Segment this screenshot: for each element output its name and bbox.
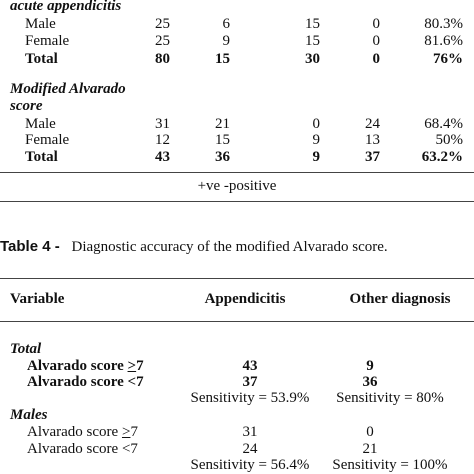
header-rule: [0, 321, 474, 322]
row-label: Alvarado score >7: [27, 358, 144, 374]
row-label: Alvarado score <7: [27, 374, 144, 390]
cell: 15: [215, 132, 230, 148]
cell: 0: [372, 33, 381, 49]
cell: 0: [372, 51, 381, 67]
row-label: Female: [25, 132, 70, 148]
cell: 37: [242, 374, 258, 390]
row-label-total: Total: [25, 149, 58, 165]
cell: 13: [365, 132, 380, 148]
table-top-rule: [0, 278, 474, 279]
cell: 9: [312, 149, 321, 165]
section-heading-modified-alvarado: Modified Alvarado: [10, 81, 126, 97]
sensitivity-other: Sensitivity = 100%: [332, 457, 448, 473]
cell: 36: [362, 374, 378, 390]
cell: 25: [155, 33, 170, 49]
row-label: Male: [25, 16, 56, 32]
cell: 30: [305, 51, 320, 67]
cell: 25: [155, 16, 170, 32]
section-heading-total: Total: [10, 341, 42, 357]
cell-percent: 63.2%: [421, 149, 463, 165]
header-variable: Variable: [10, 291, 65, 307]
cell: 9: [366, 358, 374, 374]
cell: 15: [305, 33, 320, 49]
cell: 9: [222, 33, 231, 49]
cell: 31: [242, 424, 258, 440]
caption-label: Table 4 -: [0, 238, 60, 255]
cell: 31: [155, 116, 170, 132]
header-appendicitis: Appendicitis: [204, 291, 286, 307]
cell-percent: 81.6%: [424, 33, 463, 49]
cell: 0: [372, 16, 381, 32]
cell: 15: [305, 16, 320, 32]
footnote-rule: [0, 201, 474, 202]
cell: 43: [242, 358, 258, 374]
cell: 37: [365, 149, 380, 165]
cell: 24: [365, 116, 380, 132]
cell-percent: 68.4%: [424, 116, 463, 132]
table-caption: Table 4 - Diagnostic accuracy of the mod…: [0, 238, 388, 256]
cell: 80: [155, 51, 170, 67]
cell: 36: [215, 149, 230, 165]
section-heading-acute-appendicitis: acute appendicitis: [10, 0, 122, 14]
cell: 24: [242, 441, 258, 457]
header-other-diagnosis: Other diagnosis: [349, 291, 451, 307]
cell: 9: [312, 132, 321, 148]
table-footnote: +ve -positive: [197, 178, 277, 194]
sensitivity-appendicitis: Sensitivity = 53.9%: [190, 390, 310, 406]
row-label: Male: [25, 116, 56, 132]
cell: 43: [155, 149, 170, 165]
caption-text: Diagnostic accuracy of the modified Alva…: [71, 239, 388, 255]
row-label: Alvarado score <7: [27, 441, 138, 457]
cell: 6: [222, 16, 231, 32]
section-heading-score: score: [10, 98, 43, 114]
section-heading-males: Males: [10, 407, 48, 423]
cell-percent: 76%: [433, 51, 463, 67]
row-label: Female: [25, 33, 70, 49]
cell: 0: [366, 424, 374, 440]
cell-percent: 80.3%: [424, 16, 463, 32]
cell: 21: [362, 441, 378, 457]
row-label-total: Total: [25, 51, 58, 67]
table-bottom-rule: [0, 172, 474, 173]
row-label: Alvarado score >7: [27, 424, 138, 440]
cell: 15: [215, 51, 230, 67]
cell: 0: [312, 116, 321, 132]
sensitivity-appendicitis: Sensitivity = 56.4%: [190, 457, 310, 473]
cell: 12: [155, 132, 170, 148]
sensitivity-other: Sensitivity = 80%: [336, 390, 444, 406]
cell-percent: 50%: [435, 132, 464, 148]
cell: 21: [215, 116, 230, 132]
